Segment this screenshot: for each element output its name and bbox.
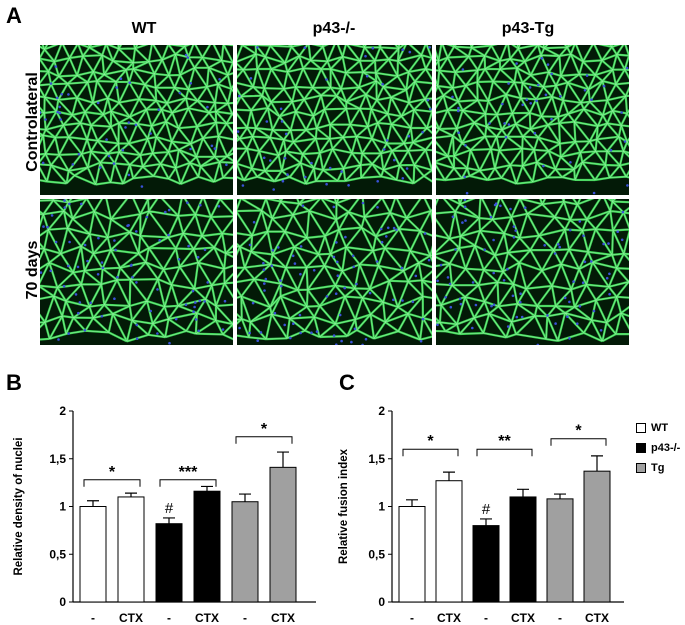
fibre-mesh xyxy=(237,45,432,191)
x-tick-label: - xyxy=(91,611,95,625)
significance-bracket xyxy=(550,438,607,446)
x-tick-label: CTX xyxy=(437,611,461,625)
bar xyxy=(231,501,259,603)
micrograph-p43-ko-controlateral xyxy=(237,45,432,195)
column-label-p43-tg: p43-Tg xyxy=(501,20,555,37)
y-tick-label: 2 xyxy=(378,404,385,418)
fibre-mesh xyxy=(40,45,233,188)
bar xyxy=(509,496,537,603)
significance-label: * xyxy=(261,421,268,438)
legend-swatch-p43-ko xyxy=(636,443,646,453)
significance-bracket xyxy=(159,479,217,487)
chart-fusion-index: 0 0,5 1 1,5 2 Relative fusion index - CTX - CTX - C… xyxy=(338,404,624,625)
fibre-mesh xyxy=(436,45,629,195)
legend: WT p43-/- Tg xyxy=(636,418,680,478)
bar xyxy=(193,490,221,603)
y-axis-label: Relative density of nuclei xyxy=(13,437,25,575)
x-tick-label: CTX xyxy=(119,611,143,625)
bar xyxy=(79,506,107,603)
significance-label: *** xyxy=(179,464,198,481)
y-tick-label: 0,5 xyxy=(49,547,66,561)
error-bar xyxy=(201,485,213,492)
y-tick-label: 0 xyxy=(378,595,385,609)
legend-swatch-tg xyxy=(636,463,646,473)
hash-mark: # xyxy=(165,500,174,517)
panel-b-letter: B xyxy=(6,370,22,395)
error-bar xyxy=(517,488,529,497)
y-tick-label: 1,5 xyxy=(49,452,66,466)
significance-label: * xyxy=(427,433,434,450)
panel-a-letter: A xyxy=(6,3,22,28)
y-tick-label: 1 xyxy=(378,500,385,514)
bar xyxy=(155,523,183,603)
y-tick-label: 0 xyxy=(59,595,66,609)
legend-swatch-wt xyxy=(636,423,646,433)
x-tick-label: CTX xyxy=(585,611,609,625)
significance-bracket xyxy=(83,479,141,487)
error-bar xyxy=(591,455,603,472)
x-tick-label: CTX xyxy=(195,611,219,625)
y-tick-label: 1 xyxy=(59,500,66,514)
x-tick-label: - xyxy=(484,611,488,625)
significance-label: ** xyxy=(498,433,511,450)
error-bar xyxy=(277,451,289,468)
x-tick-label: - xyxy=(243,611,247,625)
significance-bracket xyxy=(235,436,293,444)
bar xyxy=(546,498,574,603)
x-tick-label: CTX xyxy=(271,611,295,625)
legend-label-tg: Tg xyxy=(651,462,665,474)
bar xyxy=(435,480,463,603)
fibre-mesh xyxy=(40,199,233,345)
error-bar xyxy=(554,493,566,499)
panel-c-letter: C xyxy=(339,370,355,395)
error-bar xyxy=(480,518,492,526)
legend-label-wt: WT xyxy=(651,422,669,434)
column-label-wt: WT xyxy=(131,20,157,37)
error-bar xyxy=(239,493,251,502)
bar xyxy=(583,470,611,603)
column-label-p43-ko: p43-/- xyxy=(312,20,356,37)
fibre-mesh xyxy=(436,199,629,345)
micrograph-wt-controlateral xyxy=(40,45,233,195)
error-bar xyxy=(87,500,99,507)
bar xyxy=(398,506,426,603)
y-axis-label: Relative fusion index xyxy=(338,448,350,564)
micrograph-p43-tg-controlateral xyxy=(436,45,629,195)
error-bar xyxy=(125,492,137,497)
significance-label: * xyxy=(109,464,116,481)
error-bar xyxy=(406,499,418,507)
bar xyxy=(472,525,500,603)
bar xyxy=(117,496,145,603)
x-tick-label: - xyxy=(410,611,414,625)
legend-item-tg: Tg xyxy=(636,458,680,478)
error-bar xyxy=(443,471,455,481)
micrograph-p43-ko-70-days xyxy=(237,199,432,345)
x-tick-label: - xyxy=(558,611,562,625)
fibre-mesh xyxy=(237,199,432,345)
chart-nuclei-density: 0 0,5 1 1,5 2 Relative density of nuclei - CTX -… xyxy=(13,404,316,625)
micrograph-p43-tg-70-days xyxy=(436,199,629,345)
significance-label: * xyxy=(575,423,582,440)
y-tick-label: 0,5 xyxy=(368,547,385,561)
significance-bracket xyxy=(402,448,459,457)
y-tick-label: 1,5 xyxy=(368,452,385,466)
bar xyxy=(269,466,297,603)
legend-item-p43-ko: p43-/- xyxy=(636,438,680,458)
error-bar xyxy=(163,517,175,524)
legend-label-p43-ko: p43-/- xyxy=(651,442,681,454)
micrograph-wt-70-days xyxy=(40,199,233,345)
hash-mark: # xyxy=(482,501,491,518)
x-tick-label: - xyxy=(167,611,171,625)
significance-bracket xyxy=(476,448,533,457)
legend-item-wt: WT xyxy=(636,418,680,438)
x-tick-label: CTX xyxy=(511,611,535,625)
y-tick-label: 2 xyxy=(59,404,66,418)
